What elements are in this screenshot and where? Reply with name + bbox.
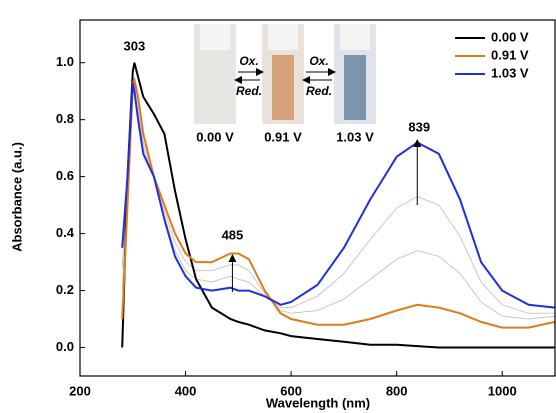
cuvette-liquid [272,55,294,120]
x-tick-label: 600 [280,383,302,398]
x-axis-label: Wavelength (nm) [266,395,370,410]
plot [121,62,556,349]
peak-label: 303 [124,38,146,53]
inset-label: 0.91 V [264,129,302,144]
x-tick-label: 1000 [488,383,517,398]
legend-label: 1.03 V [491,65,529,80]
y-tick-label: 0.2 [56,282,74,297]
ox-label: Ox. [239,54,258,68]
x-tick-label: 200 [69,383,91,398]
cuvette-cap [200,24,230,50]
inset-label: 1.03 V [336,129,374,144]
series-line [121,82,556,309]
legend-label: 0.00 V [491,29,529,44]
y-axis-label: Absorbance (a.u.) [9,142,24,252]
cuvette-cap [268,24,298,50]
legend-label: 0.91 V [491,47,529,62]
peak-label: 485 [222,227,244,242]
peak-label: 839 [408,119,430,134]
series-line [121,76,556,329]
x-tick-label: 400 [175,383,197,398]
series-line [121,80,555,314]
cuvette-cap [340,24,370,50]
y-tick-label: 0.0 [56,339,74,354]
inset-label: 0.00 V [196,129,234,144]
ox-label: Ox. [309,54,328,68]
red-label: Red. [236,84,262,98]
y-tick-label: 0.4 [56,225,75,240]
inset-photos: Ox. Red. Ox. Red. 0.00 V 0.91 V 1.03 V [194,24,376,144]
cuvette-liquid [344,55,366,120]
y-tick-label: 1.0 [56,54,74,69]
plot-frame [79,19,556,377]
y-tick-label: 0.8 [56,111,74,126]
series-line [121,82,556,320]
y-tick-label: 0.6 [56,168,74,183]
x-tick-label: 800 [386,383,408,398]
red-label: Red. [306,84,332,98]
series-line [121,62,555,349]
